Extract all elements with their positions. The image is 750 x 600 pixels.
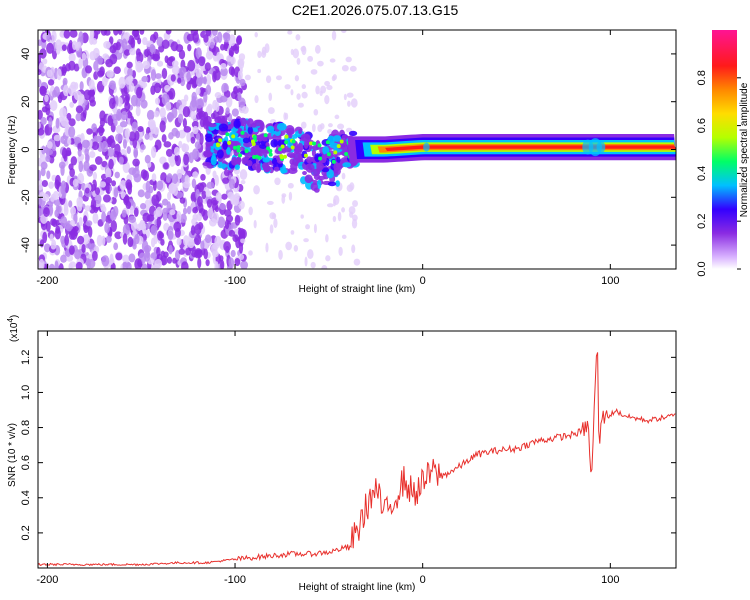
spectrogram-x-ticks: -200 -100 0 100	[36, 30, 620, 287]
y-tick-label: -20	[20, 189, 32, 205]
x-tick-label: -100	[224, 574, 246, 586]
y-tick-label: 0.4	[20, 490, 32, 505]
x-tick-label: -100	[224, 275, 246, 287]
colorbar-tick-label: 0.8	[696, 70, 708, 85]
colorbar-tick-label: 0.0	[696, 261, 708, 276]
y-tick-label: 20	[20, 96, 32, 108]
colorbar-tick-label: 0.6	[696, 118, 708, 133]
y-tick-label: 1.2	[20, 350, 32, 365]
y-tick-label: 0.2	[20, 525, 32, 540]
x-tick-label: -200	[36, 275, 58, 287]
snr-y-label: SNR (10 * v/v)	[7, 423, 18, 487]
spectrogram-x-label: Height of straight line (km)	[299, 284, 416, 295]
colorbar-gradient	[712, 30, 737, 269]
y-tick-label: 0.8	[20, 420, 32, 435]
spectrogram-image	[38, 30, 676, 269]
snr-y-ticks: 0.2 0.4 0.6 0.8 1.0 1.2	[20, 350, 676, 541]
y-tick-label: 1.0	[20, 385, 32, 400]
x-tick-label: 0	[420, 574, 426, 586]
colorbar-tick-label: 0.4	[696, 166, 708, 181]
colorbar-tick-label: 0.2	[696, 214, 708, 229]
colorbar: 0.0 0.2 0.4 0.6 0.8 Normalized spectral ampl…	[696, 30, 750, 277]
page-title: C2E1.2026.075.07.13.G15	[292, 2, 459, 18]
snr-multiplier-exp: 4	[6, 318, 15, 323]
y-tick-label: 0.6	[20, 455, 32, 470]
y-tick-label: -40	[20, 237, 32, 253]
snr-frame	[37, 330, 677, 569]
x-tick-label: 0	[420, 275, 426, 287]
snr-series-line	[38, 352, 676, 567]
colorbar-label: Normalized spectral amplitude	[739, 82, 750, 217]
snr-x-label: Height of straight line (km)	[299, 582, 416, 593]
x-tick-label: 100	[601, 275, 619, 287]
snr-x-ticks: -200 -100 0 100	[36, 331, 620, 586]
spectrogram-y-label: Frequency (Hz)	[7, 116, 18, 185]
snr-multiplier-close: )	[9, 315, 20, 318]
y-tick-label: 0	[20, 146, 32, 152]
svg-text:(x104): (x104)	[6, 315, 20, 342]
snr-y-multiplier: (x104)	[6, 315, 20, 342]
x-tick-label: 100	[601, 574, 619, 586]
snr-panel: -200 -100 0 100 0.2 0.4 0.6 0.8 1.0 1.2 Height o…	[6, 315, 677, 593]
y-tick-label: 40	[20, 48, 32, 60]
snr-multiplier-base: (x10	[9, 322, 20, 342]
colorbar-ticks: 0.0 0.2 0.4 0.6 0.8	[696, 70, 741, 277]
spectrogram-y-ticks: -40 -20 0 20 40	[20, 48, 676, 253]
x-tick-label: -200	[36, 574, 58, 586]
